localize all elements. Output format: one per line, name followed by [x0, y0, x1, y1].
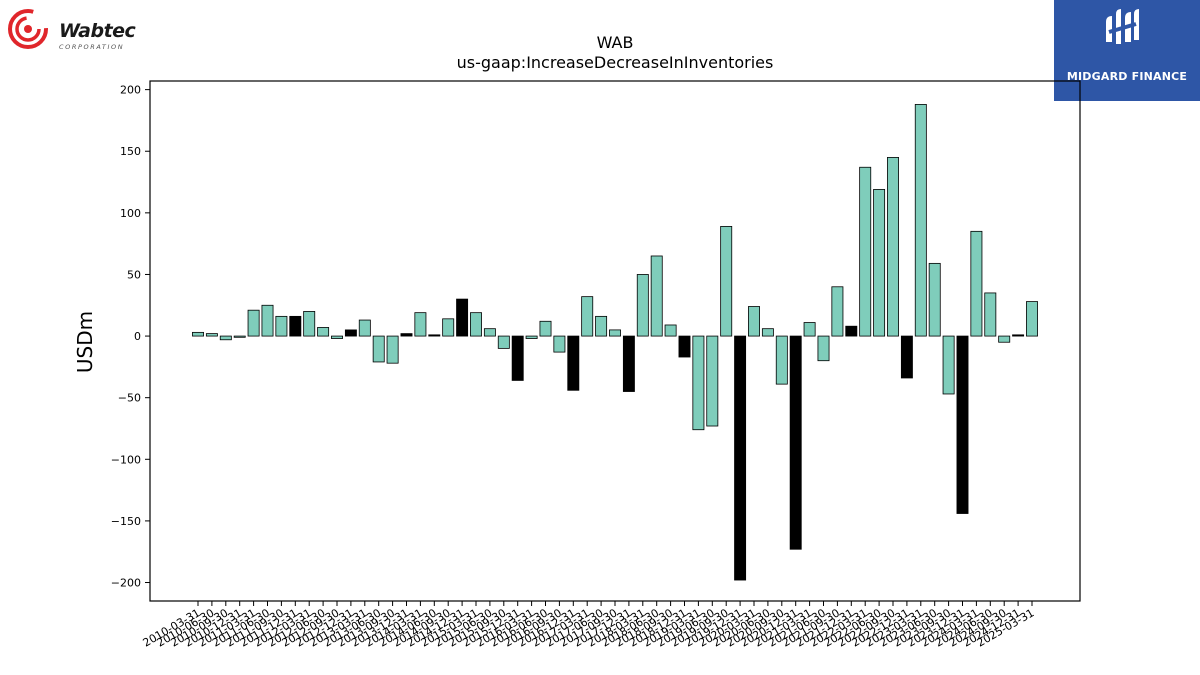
y-tick-label: −150 [111, 515, 141, 528]
bar-2021-03-31 [803, 322, 816, 337]
bar-2010-06-30 [205, 333, 218, 337]
bar-2019-06-30 [706, 335, 719, 427]
bar-2013-06-30 [372, 335, 385, 363]
bar-2024-06-30 [984, 292, 997, 337]
midgard-logo-icon [1106, 9, 1139, 44]
bar-2017-12-31 [622, 335, 635, 392]
y-tick-label: −100 [111, 453, 141, 466]
bar-2019-12-31 [734, 335, 747, 581]
midgard-logo-text: MIDGARD FINANCE [1066, 70, 1188, 83]
bar-2014-09-30 [442, 318, 455, 337]
bar-2018-09-30 [664, 324, 677, 337]
bar-2020-06-30 [761, 328, 774, 337]
bar-2019-03-31 [692, 335, 705, 431]
y-tick-label: −50 [118, 392, 141, 405]
bar-2018-03-31 [636, 274, 649, 337]
bar-2025-03-31 [1026, 301, 1038, 337]
bar-2022-09-30 [887, 156, 899, 337]
wabtec-logo-icon [8, 9, 48, 49]
y-tick-label: 200 [120, 84, 141, 97]
bar-2018-06-30 [650, 255, 663, 337]
bar-2010-03-31 [192, 331, 204, 337]
bar-2024-12-31 [1012, 334, 1025, 337]
bar-2014-06-30 [428, 334, 441, 337]
bar-2015-09-30 [497, 335, 510, 349]
bar-2011-09-30 [275, 315, 288, 337]
y-tick-label: 50 [127, 268, 141, 281]
bar-2022-06-30 [873, 189, 886, 337]
bar-2013-12-31 [400, 333, 413, 337]
bar-2021-09-30 [831, 286, 844, 337]
bar-2024-03-31 [970, 230, 983, 337]
bar-2011-12-31 [289, 315, 302, 337]
y-axis-label: USDm [73, 311, 97, 373]
bar-2015-12-31 [511, 335, 524, 381]
y-tick-label: 0 [134, 330, 141, 343]
bar-2023-09-30 [942, 335, 955, 395]
bar-2016-12-31 [567, 335, 580, 391]
y-tick-label: 100 [120, 207, 141, 220]
bar-2014-12-31 [456, 298, 469, 337]
bar-2012-06-30 [317, 327, 330, 337]
bar-2022-12-31 [900, 335, 913, 379]
bar-2019-09-30 [720, 225, 733, 337]
bar-2024-09-30 [998, 335, 1011, 343]
y-tick-label: 150 [120, 145, 141, 158]
bar-2013-03-31 [358, 319, 371, 337]
bar-2014-03-31 [414, 312, 427, 337]
bar-2017-03-31 [581, 296, 594, 337]
bar-2010-09-30 [219, 335, 232, 341]
plot-frame [149, 80, 1081, 602]
bar-2016-09-30 [553, 335, 566, 353]
bar-2010-12-31 [233, 335, 246, 338]
bar-2022-03-31 [859, 166, 872, 337]
bar-2023-06-30 [928, 262, 941, 337]
wabtec-logo-text: Wabtec [59, 20, 136, 42]
bar-2020-03-31 [748, 306, 760, 337]
bar-2023-03-31 [914, 104, 927, 337]
chart-subtitle: us-gaap:IncreaseDecreaseInInventories [457, 53, 774, 72]
midgard-finance-logo: MIDGARD FINANCE [1054, 0, 1200, 101]
bar-2021-06-30 [817, 335, 830, 362]
bar-2018-12-31 [678, 335, 691, 358]
bar-2016-03-31 [525, 335, 538, 339]
bar-2015-06-30 [483, 328, 496, 337]
bar-2021-12-31 [845, 325, 858, 337]
bar-2023-12-31 [956, 335, 969, 514]
wabtec-logo-subtitle: CORPORATION [59, 43, 125, 51]
wabtec-logo: Wabtec CORPORATION [6, 6, 146, 52]
bar-2012-09-30 [331, 335, 343, 339]
bar-2011-06-30 [261, 304, 274, 337]
bar-2012-03-31 [303, 311, 316, 337]
bar-2017-09-30 [609, 329, 621, 337]
bar-2020-12-31 [789, 335, 802, 550]
bar-2015-03-31 [470, 312, 482, 337]
bar-2017-06-30 [595, 315, 608, 337]
bar-2013-09-30 [386, 335, 399, 364]
y-tick-label: −200 [111, 577, 141, 590]
bar-2012-12-31 [344, 329, 357, 337]
bar-2016-06-30 [539, 320, 552, 337]
bar-2011-03-31 [247, 309, 260, 337]
bar-2020-09-30 [775, 335, 788, 385]
chart-title: WAB [597, 33, 634, 52]
